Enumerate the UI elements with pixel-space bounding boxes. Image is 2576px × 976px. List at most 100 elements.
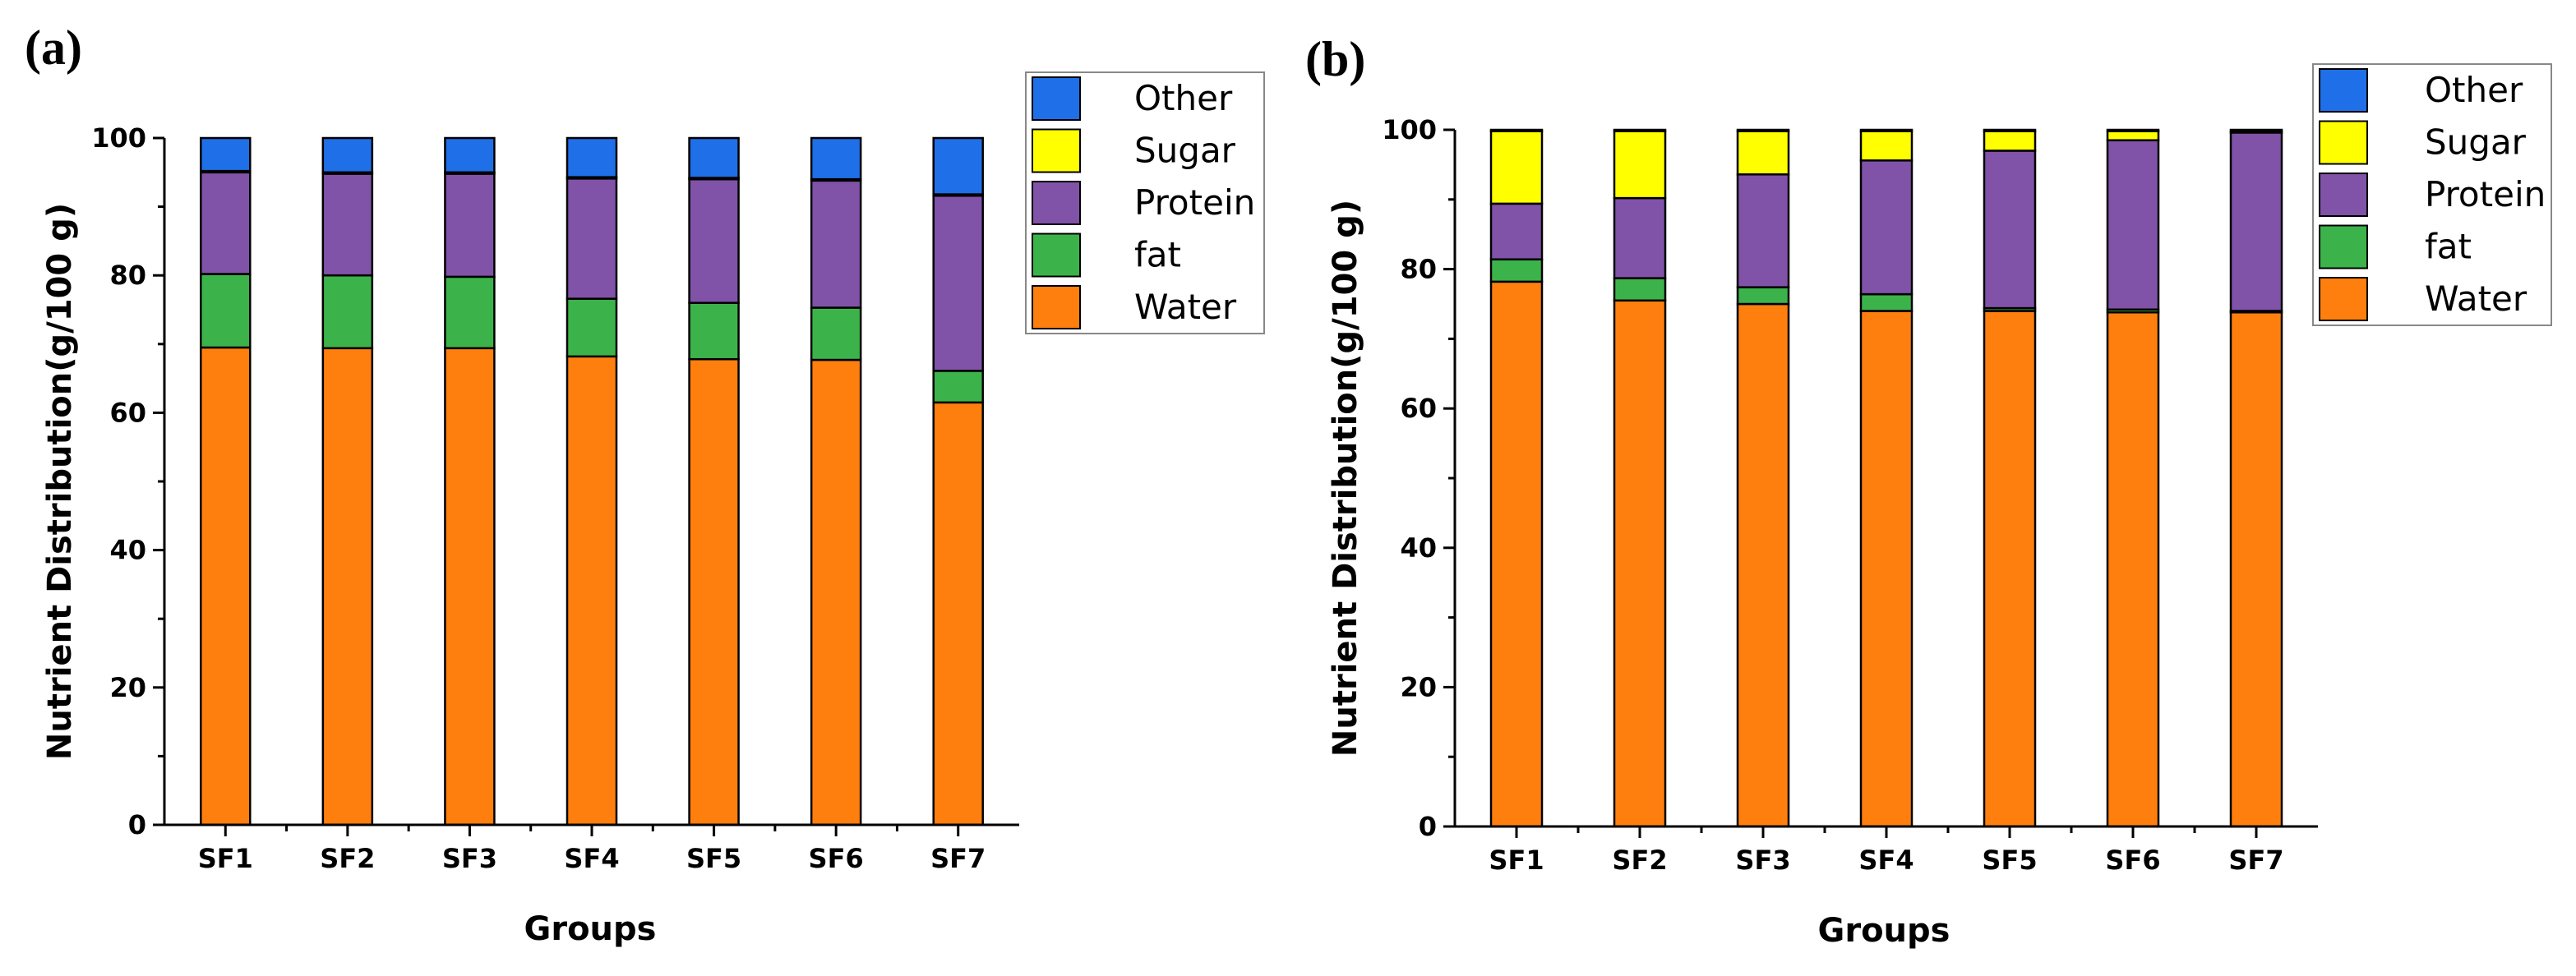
panel-a-plot-area [200,136,984,826]
panel-a-legend-swatch-fat [1032,232,1081,278]
panel-a-x-tick-label-sf1: SF1 [198,843,253,874]
panel-a-bar-sf1-water [200,346,252,826]
panel-b-bar-sf6-protein [2106,139,2160,311]
panel-b-bar-sf1-protein [1489,202,1544,260]
panel-b-x-tick-label-sf3: SF3 [1735,845,1790,876]
panel-a-x-tick-label-sf2: SF2 [320,843,375,874]
panel-b-bar-sf4-water [1859,310,1914,828]
panel-b-bar-sf4-other [1859,128,1914,132]
panel-b-x-tick-label-sf2: SF2 [1612,845,1667,876]
panel-b-bar-sf2-protein [1613,196,1667,279]
panel-b-bar-sf1-water [1489,280,1544,828]
panel-a-legend-label-sugar: Sugar [1134,131,1236,171]
panel-b-y-axis-title: Nutrient Distribution(g/100 g) [1327,200,1364,757]
panel-b-bar-sf7-other [2229,128,2283,132]
panel-b-bar-sf3-protein [1736,173,1790,288]
panel-b-bar-sf3-fat [1736,286,1790,306]
panel-b-bar-sf3-sugar [1736,130,1790,176]
panel-b-y-tick-label: 0 [1419,811,1437,842]
panel-a-bar-sf6-fat [810,306,862,361]
panel-a-bar-sf2-water [321,347,374,826]
panel-b-y-tick-label: 100 [1382,114,1437,145]
panel-b-y-tick-label: 60 [1400,393,1437,424]
panel-a-legend-label-protein: Protein [1134,182,1255,223]
panel-a-bar-sf6-other [810,136,862,181]
panel-a-legend-label-fat: fat [1134,235,1181,275]
panel-b-bar-sf1-fat [1489,258,1544,283]
panel-a-x-tick-label-sf5: SF5 [686,843,741,874]
panel-a-bar-sf5-other [688,136,740,179]
panel-b-legend-swatch-other [2319,68,2368,113]
panel-b-bar-sf3-water [1736,302,1790,828]
panel-b-bar-sf3-other [1736,128,1790,132]
panel-a-bar-sf2-other [321,136,374,174]
panel-a-bar-sf7-fat [932,370,984,404]
panel-a-label: (a) [25,21,82,75]
panel-a-bar-sf6-water [810,358,862,826]
panel-b-x-tick-label-sf7: SF7 [2228,845,2283,876]
panel-b-bar-sf2-sugar [1613,130,1667,200]
panel-b-x-axis-title: Groups [1818,912,1950,950]
panel-a-x-tick-label-sf3: SF3 [442,843,497,874]
panel-a-bar-sf4-fat [566,297,618,358]
panel-a-x-tick-label-sf7: SF7 [930,843,986,874]
panel-b-x-tick-label-sf6: SF6 [2105,845,2160,876]
panel-b-bar-sf5-sugar [1983,130,2037,152]
panel-a-y-axis-title: Nutrient Distribution(g/100 g) [41,203,79,760]
panel-b-bar-sf1-sugar [1489,130,1544,205]
panel-a-bar-sf7-protein [932,194,984,372]
chart-panel-b: (b) Groups Nutrient Distribution(g/100 g… [1305,32,2552,950]
panel-b-bar-sf1-other [1489,128,1544,132]
panel-a-bar-sf1-other [200,136,252,173]
panel-b-bar-sf2-water [1613,299,1667,828]
panel-a-bar-sf4-other [566,136,618,178]
panel-a-bar-sf5-protein [688,177,740,304]
panel-a-bar-sf4-water [566,355,618,826]
panel-a-bar-sf3-protein [444,173,496,279]
panel-a-bar-sf7-other [932,136,984,196]
panel-a-y-tick-label: 60 [109,397,146,428]
panel-a-bar-sf1-protein [200,171,252,275]
panel-a-bar-sf3-fat [444,275,496,350]
panel-b-x-tick-label-sf5: SF5 [1982,845,2037,876]
panel-a-legend-swatch-sugar [1032,128,1081,173]
panel-a-bar-sf3-water [444,347,496,826]
panel-a-legend: Other Sugar Protein fat Water [1025,71,1265,334]
panel-b-bar-sf6-sugar [2106,130,2160,141]
panel-b-bar-sf4-fat [1859,292,1914,312]
panel-b-bar-sf5-other [1983,128,2037,132]
panel-b-bar-sf7-water [2229,311,2283,828]
panel-a-y-tick-label: 20 [109,672,146,703]
panel-b-legend-swatch-fat [2319,224,2368,269]
panel-a-y-tick-label: 100 [91,122,146,154]
panel-a-y-tick-label: 0 [128,809,146,840]
panel-a-legend-label-water: Water [1134,287,1237,327]
panel-a-y-tick-label: 40 [109,535,146,566]
panel-a-bar-sf2-protein [321,173,374,277]
panel-a-y-tick-label: 80 [109,260,146,291]
panel-b-bar-sf5-water [1983,310,2037,828]
panel-a-legend-label-other: Other [1134,78,1233,118]
panel-b-x-tick-label-sf1: SF1 [1489,845,1544,876]
chart-panel-a: (a) Groups Nutrient Distribution(g/100 g… [25,21,1265,948]
panel-b-y-tick-label: 80 [1400,254,1437,285]
panel-b-bar-sf2-fat [1613,277,1667,302]
panel-b-bar-sf2-other [1613,128,1667,132]
panel-a-bar-sf1-fat [200,273,252,349]
panel-b-legend-swatch-sugar [2319,120,2368,165]
panel-a-bar-sf4-protein [566,177,618,300]
panel-a-x-tick-label-sf6: SF6 [809,843,864,874]
panel-b-legend-swatch-protein [2319,173,2368,217]
panel-b-bar-sf7-protein [2229,131,2283,312]
panel-b-legend-label-other: Other [2425,70,2523,110]
panel-a-legend-swatch-water [1032,285,1081,329]
panel-a-legend-swatch-other [1032,76,1081,121]
panel-a-x-tick-label-sf4: SF4 [564,843,619,874]
panel-b-legend-label-water: Water [2425,279,2528,319]
panel-b-x-tick-label-sf4: SF4 [1858,845,1914,876]
panel-b-label: (b) [1305,32,1365,86]
panel-b-bar-sf4-protein [1859,159,1914,296]
panel-a-bar-sf7-water [932,401,984,826]
panel-b-bar-sf6-water [2106,311,2160,828]
